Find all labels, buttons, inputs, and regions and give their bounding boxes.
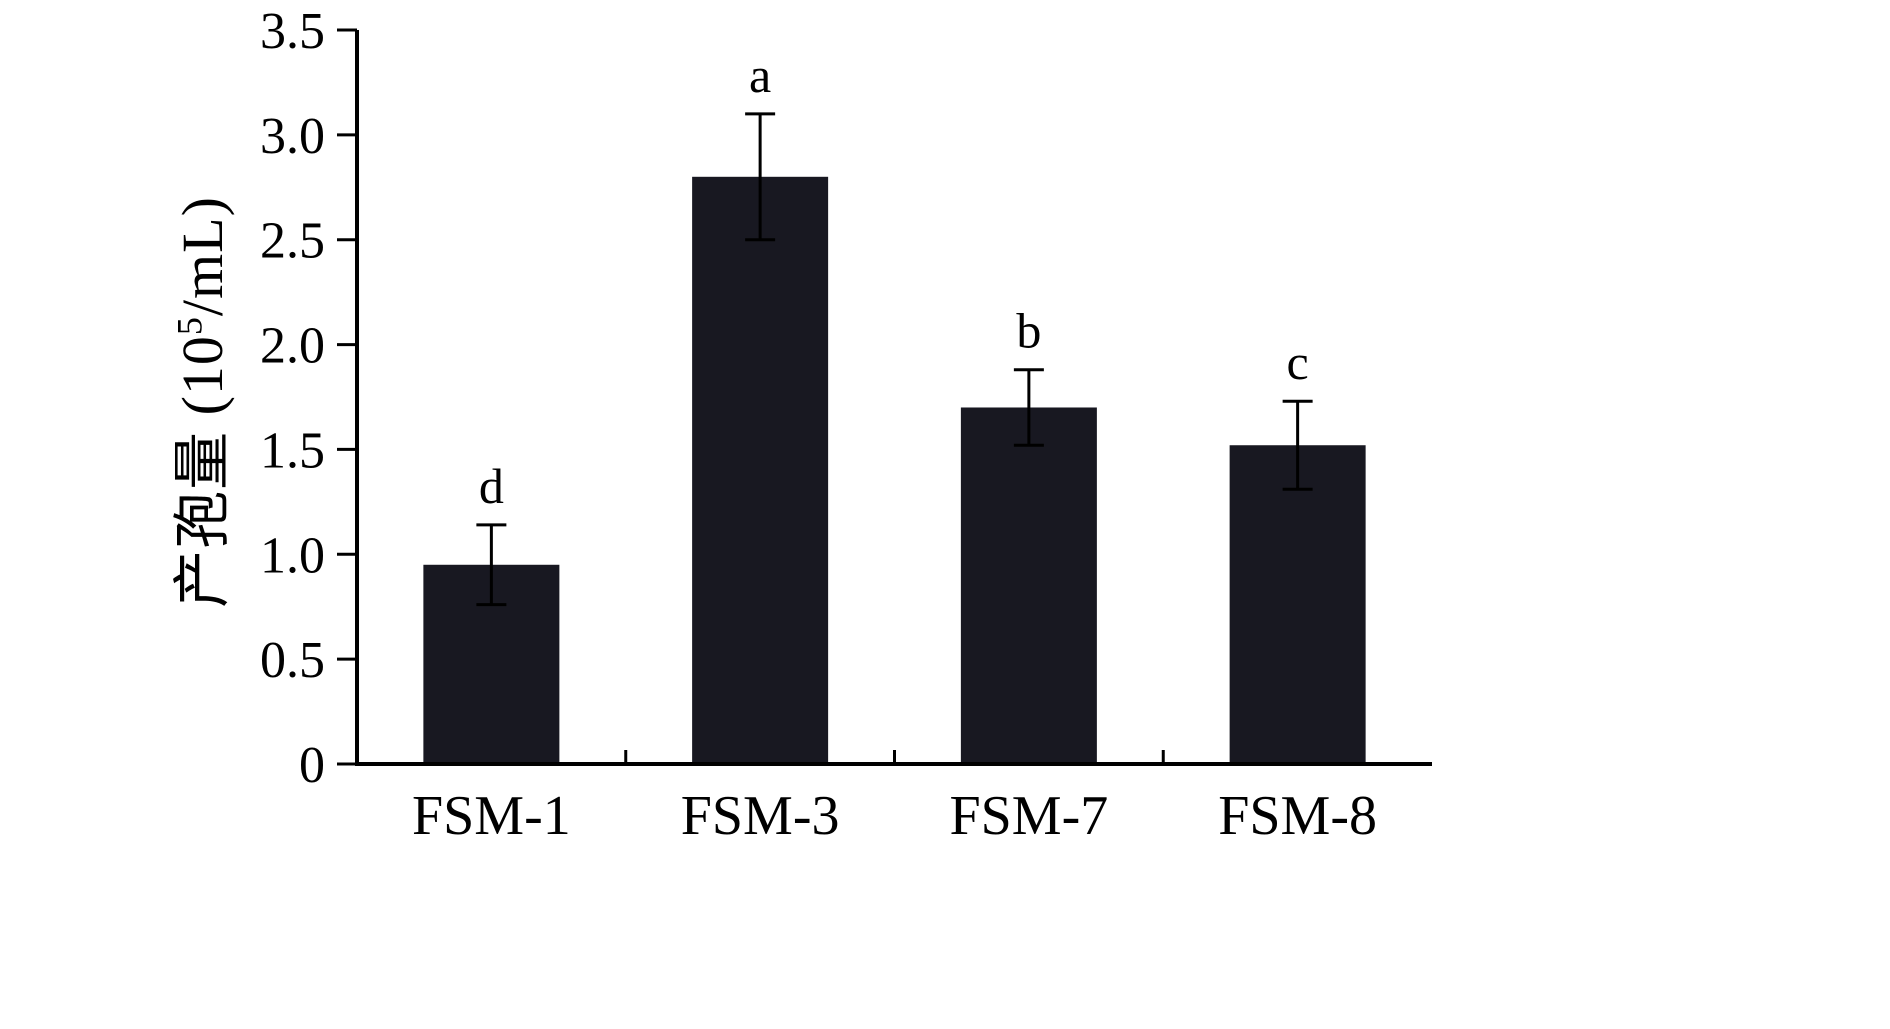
- y-tick-label: 0: [299, 737, 325, 794]
- bar-fsm-8: [1229, 445, 1366, 764]
- y-tick-label: 2.0: [260, 318, 325, 375]
- y-tick-label: 1.0: [260, 527, 325, 584]
- sig-letter: b: [1016, 303, 1041, 359]
- bar-fsm-3: [692, 176, 829, 765]
- sig-letter: d: [479, 458, 504, 514]
- axis-lines: [355, 30, 1432, 766]
- x-category-label: FSM-1: [412, 785, 571, 847]
- y-axis-label-text: 产孢量 (10: [170, 335, 235, 608]
- y-axis-label-unit: /mL): [170, 196, 235, 317]
- sig-letter: a: [749, 47, 771, 103]
- x-category-label: FSM-8: [1218, 785, 1377, 847]
- y-tick-label: 1.5: [260, 422, 325, 479]
- x-category-label: FSM-7: [950, 785, 1109, 847]
- sig-letter: c: [1287, 334, 1309, 390]
- y-tick-label: 2.5: [260, 213, 325, 270]
- y-axis-label-superscript: 5: [169, 316, 210, 336]
- bar-fsm-7: [960, 407, 1097, 764]
- x-category-label: FSM-3: [681, 785, 840, 847]
- y-axis-label: 产孢量 (105/mL): [155, 196, 239, 608]
- y-tick-label: 3.0: [260, 108, 325, 165]
- y-tick-label: 3.5: [260, 3, 325, 60]
- y-tick-label: 0.5: [260, 632, 325, 689]
